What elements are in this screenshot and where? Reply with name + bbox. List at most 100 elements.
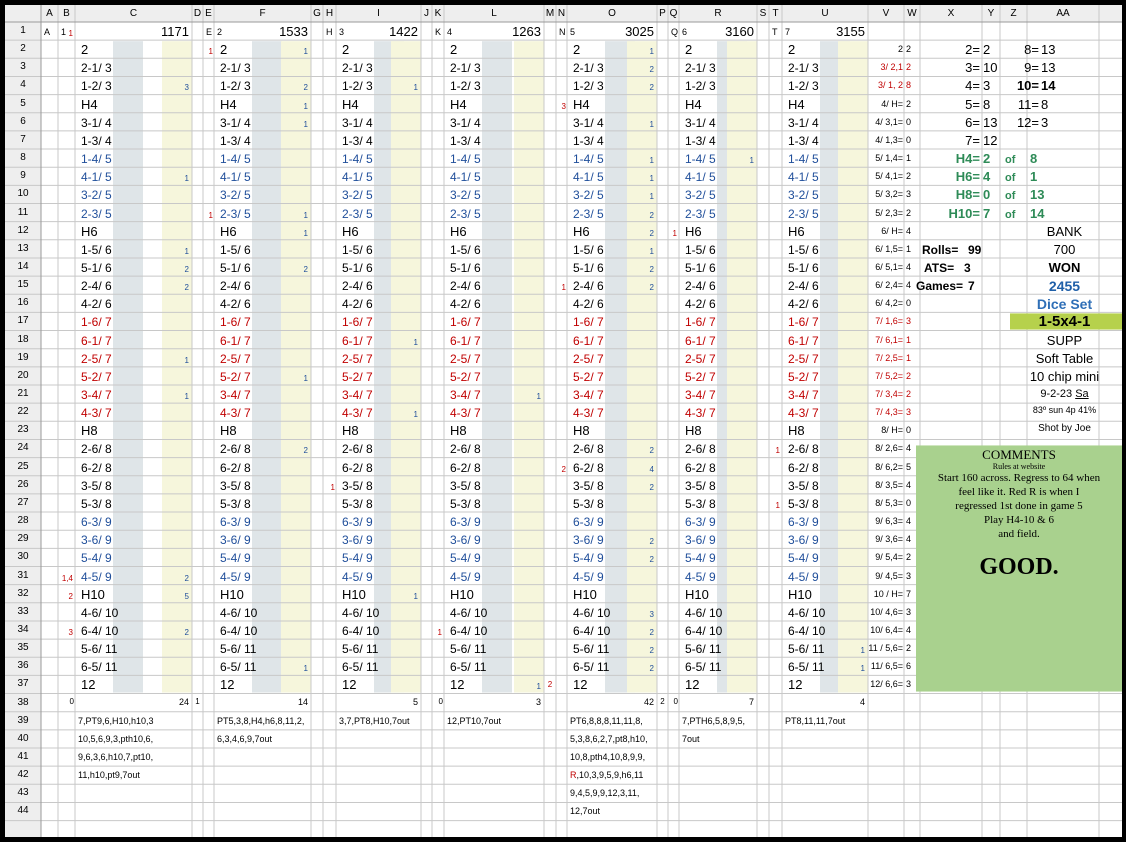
- rolls-value: 99: [968, 242, 982, 257]
- summary-count: 4: [906, 479, 912, 490]
- hardway-label: H8=: [955, 187, 980, 203]
- row-header-29: 29: [17, 533, 29, 545]
- roll-label: 2-5/ 7: [573, 351, 604, 366]
- row-header-3: 3: [20, 61, 26, 73]
- roll-label: 2-6/ 8: [573, 442, 604, 457]
- roll-label: 2-4/ 6: [81, 279, 112, 294]
- roll-count: 1: [303, 47, 308, 57]
- roll-label: 4-1/ 5: [220, 170, 251, 185]
- roll-label: 4-5/ 9: [342, 569, 373, 584]
- roll-count: 1: [184, 392, 189, 401]
- roll-label: 2-6/ 8: [220, 442, 251, 457]
- roll-label: 5-6/ 11: [81, 642, 118, 657]
- comment-line: Play H4-10 & 6: [984, 515, 1054, 527]
- game-total: 1422: [389, 24, 418, 39]
- roll-label: 6-4/ 10: [220, 623, 258, 638]
- roll-label: 4-3/ 7: [81, 406, 112, 421]
- roll-label: 12: [685, 677, 700, 693]
- roll-label: 1-2/ 3: [342, 79, 373, 94]
- hardway-value: 7: [983, 205, 991, 221]
- roll-label: 6-2/ 8: [685, 460, 716, 475]
- game-index-col: K: [435, 27, 442, 37]
- row-header-9: 9: [20, 170, 26, 182]
- total-value: 10: [983, 60, 998, 76]
- summary-count: 3: [906, 407, 912, 418]
- roll-label: 3-4/ 7: [220, 388, 251, 402]
- roll-label: 2-1/ 3: [788, 61, 819, 76]
- roll-label: 1-6/ 7: [685, 315, 716, 330]
- summary-label: 7/ 3,4=: [875, 389, 903, 399]
- summary-count: 2: [906, 552, 912, 563]
- summary-count: 3: [906, 606, 912, 617]
- dice-set-value: 1-5x4-1: [1038, 313, 1091, 331]
- roll-count: 1: [413, 83, 418, 93]
- roll-label: 3-5/ 8: [342, 478, 373, 493]
- game-total: 3025: [625, 24, 654, 39]
- column-header-F: F: [259, 8, 266, 19]
- roll-count: 3: [184, 83, 189, 93]
- roll-label: 5-2/ 7: [81, 369, 112, 384]
- game-roll-total: 14: [297, 696, 308, 707]
- roll-label: 2-5/ 7: [81, 351, 112, 366]
- summary-label: 7/ 4,3=: [875, 407, 903, 418]
- roll-count: 2: [649, 555, 654, 565]
- session-table: Soft Table: [1035, 350, 1094, 366]
- summary-label: 7/ 6,1=: [875, 334, 903, 345]
- roll-count: 5: [184, 591, 189, 601]
- roll-label: 2-4/ 6: [450, 279, 481, 294]
- roll-count: 1: [536, 682, 541, 692]
- spreadsheet[interactable]: A B C D E F G H I J K L M N O P Q R S T U V W X Y Z AA 1 2 3 4 5 6 7 8 9 10 1…: [5, 5, 1122, 837]
- column-header-Y: Y: [987, 8, 995, 19]
- column-header-G: G: [313, 8, 321, 19]
- roll-label: 1-4/ 5: [685, 152, 716, 167]
- roll-count: 2: [184, 627, 189, 637]
- summary-label: 4/ 3,1=: [875, 116, 903, 127]
- roll-sequence-note: 7,PT9,6,H10,h10,3: [78, 715, 154, 726]
- summary-count: 2: [906, 62, 912, 73]
- roll-label: H8: [788, 423, 805, 439]
- roll-label: 3-5/ 8: [81, 478, 112, 493]
- roll-label: 2: [788, 42, 796, 58]
- roll-label: 2-3/ 5: [220, 206, 251, 221]
- roll-label: 3-5/ 8: [788, 478, 819, 493]
- roll-label: 3-4/ 7: [450, 388, 481, 402]
- roll-label: 1-2/ 3: [220, 79, 251, 94]
- row-header-21: 21: [17, 388, 29, 399]
- hardway-of: of: [1005, 172, 1016, 185]
- row-header-7: 7: [20, 133, 26, 145]
- summary-label: 10 / H=: [873, 588, 903, 599]
- hardway-of: of: [1005, 190, 1016, 203]
- game-index-num: 6: [682, 27, 688, 37]
- roll-sequence-note: PT5,3,8,H4,h6,8,11,2,: [217, 715, 305, 726]
- roll-label: 4-1/ 5: [788, 170, 819, 185]
- roll-label: 5-3/ 8: [81, 496, 112, 511]
- summary-count: 2: [906, 44, 912, 55]
- column-header-B: B: [63, 8, 70, 19]
- roll-label: H4: [342, 96, 359, 112]
- roll-label: 2-5/ 7: [685, 351, 716, 366]
- roll-sequence-note: 11,h10,pt9,7out: [78, 770, 140, 781]
- roll-count: 2: [649, 83, 654, 93]
- roll-count: 1: [184, 246, 189, 256]
- roll-label: 5-1/ 6: [450, 260, 481, 275]
- roll-count: 2: [649, 537, 654, 547]
- roll-label: 3-2/ 5: [81, 188, 112, 203]
- row-header-23: 23: [17, 424, 29, 436]
- roll-label: 6-2/ 8: [788, 460, 819, 475]
- roll-label: 3-1/ 4: [788, 115, 819, 130]
- roll-label: 6-1/ 7: [342, 333, 373, 348]
- roll-label: 12: [220, 677, 235, 693]
- summary-label: 8/ 6,2=: [875, 461, 903, 472]
- roll-label: 4-6/ 10: [450, 605, 488, 620]
- roll-label: 6-4/ 10: [788, 623, 826, 638]
- summary-label: 11/ 6,5=: [870, 661, 903, 672]
- roll-label: 12: [788, 677, 803, 693]
- game-roll-total: 4: [859, 696, 865, 707]
- column-header-Z: Z: [1010, 8, 1017, 19]
- roll-label: 2-1/ 3: [81, 61, 112, 76]
- column-header-Q: Q: [669, 8, 678, 19]
- summary-count: 0: [906, 116, 912, 127]
- summary-count: 1: [906, 243, 912, 254]
- summary-count: 2: [906, 643, 912, 654]
- roll-label: 3-1/ 4: [81, 115, 112, 130]
